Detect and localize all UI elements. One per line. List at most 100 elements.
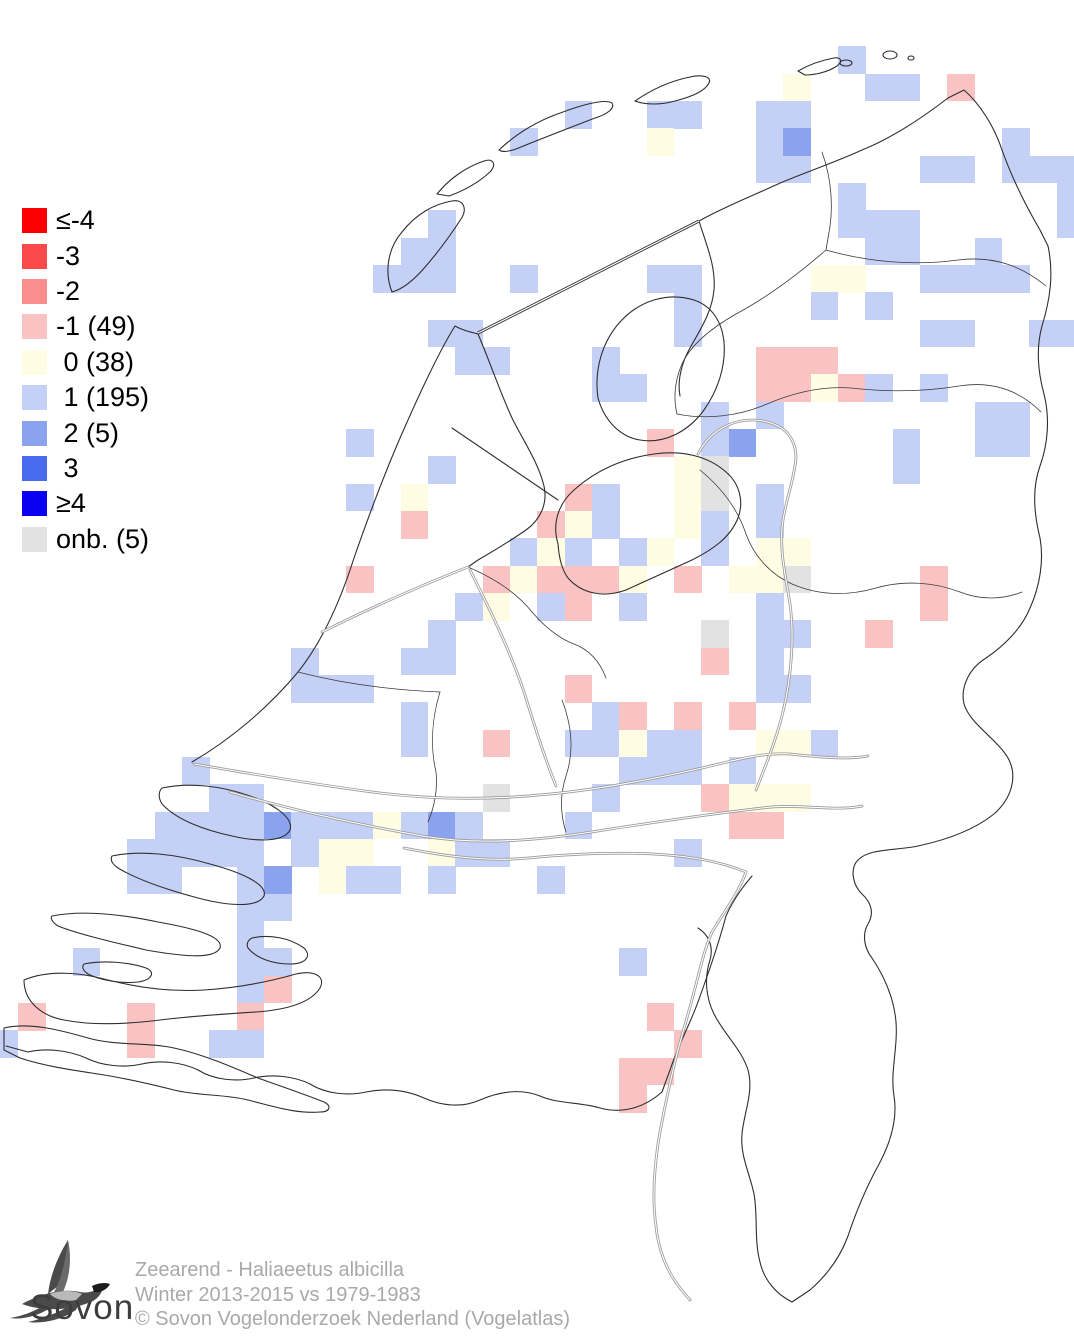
grid-cell (427, 265, 456, 293)
grid-cell (892, 456, 921, 484)
grid-cell (564, 674, 593, 703)
grid-cell (154, 838, 183, 867)
grid-cell (783, 565, 811, 594)
legend-label: 3 (56, 452, 79, 483)
grid-cell (72, 948, 101, 976)
grid-cell (865, 210, 893, 238)
legend-color-swatch (22, 314, 47, 340)
grid-cell (947, 155, 975, 184)
grid-cell (373, 811, 401, 840)
grid-cell (783, 620, 811, 648)
grid-cell (673, 729, 702, 758)
grid-cell (564, 101, 593, 129)
grid-cell (236, 975, 265, 1004)
grid-cell (646, 1057, 675, 1086)
grid-cell (236, 1030, 265, 1058)
species-title: Zeearend - Haliaeetus albicilla (135, 1259, 405, 1281)
grid-cell (1056, 155, 1074, 184)
grid-cell (591, 729, 620, 758)
grid-cell (673, 702, 702, 730)
grid-cell (373, 265, 401, 293)
grid-cell (646, 265, 675, 293)
grid-cell (482, 347, 511, 375)
grid-cell (346, 838, 374, 867)
grid-cell (619, 1084, 647, 1113)
grid-cell (837, 46, 866, 74)
grid-cell (564, 565, 593, 594)
legend-item: 1 (195) (22, 380, 149, 415)
grid-cell (264, 948, 292, 976)
grid-cell (264, 893, 292, 922)
grid-cell (919, 592, 948, 621)
grid-cell (1001, 428, 1030, 457)
legend-label: -1 (49) (56, 311, 136, 342)
grid-cell (236, 811, 265, 840)
grid-cell (509, 565, 538, 594)
grid-cell (755, 155, 784, 184)
grid-cell (728, 702, 757, 730)
grid-cell (783, 374, 811, 402)
grid-cell (236, 784, 265, 812)
grid-cell (400, 265, 429, 293)
grid-cell (482, 784, 511, 812)
grid-cell (236, 866, 265, 894)
grid-cell (783, 101, 811, 129)
grid-cell (236, 838, 265, 867)
grid-cell (1001, 128, 1030, 156)
legend-item: -1 (49) (22, 309, 149, 344)
grid-cell (810, 347, 839, 375)
grid-cell (673, 456, 702, 484)
grid-cell (673, 319, 702, 348)
grid-cell (728, 784, 757, 812)
grid-cell (892, 428, 921, 457)
grid-cell (291, 811, 319, 840)
grid-cell (564, 729, 593, 758)
legend-color-swatch (22, 278, 47, 304)
grid-cell (427, 456, 456, 484)
grid-cell (673, 565, 702, 594)
grid-cell (646, 1002, 675, 1031)
period-subtitle: Winter 2013-2015 vs 1979-1983 (135, 1283, 421, 1306)
grid-cell (318, 838, 347, 867)
grid-cell (1001, 265, 1030, 293)
grid-cell (701, 647, 729, 676)
grid-cell (755, 483, 784, 512)
grid-cell (892, 237, 921, 266)
legend-color-swatch (22, 526, 47, 552)
grid-cell (182, 756, 210, 785)
grid-cell (673, 101, 702, 129)
sovon-logo-text: Sovon (30, 1288, 135, 1327)
grid-cell (673, 838, 702, 867)
grid-cell (865, 237, 893, 266)
grid-cell (865, 73, 893, 102)
grid-cell (646, 729, 675, 758)
grid-cell (209, 838, 237, 867)
grid-cell (728, 756, 757, 785)
grid-cell (455, 347, 483, 375)
grid-cell (537, 538, 565, 566)
grid-cell (919, 565, 948, 594)
grid-cell (427, 237, 456, 266)
grid-cell (810, 374, 839, 402)
grid-cell (564, 510, 593, 539)
grid-cell (1001, 155, 1030, 184)
grid-cell (755, 101, 784, 129)
grid-cell (537, 565, 565, 594)
grid-cell (427, 210, 456, 238)
grid-cell (264, 866, 292, 894)
legend-item: ≤-4 (22, 203, 149, 238)
grid-cell (346, 483, 374, 512)
legend-color-swatch (22, 208, 47, 234)
grid-cell (1029, 319, 1057, 348)
grid-cell (755, 620, 784, 648)
grid-cell (18, 1002, 46, 1031)
grid-cell (755, 647, 784, 676)
grid-cell (427, 620, 456, 648)
grid-cell (591, 510, 620, 539)
grid-cell (400, 729, 429, 758)
grid-cell (619, 374, 647, 402)
grid-cell (755, 592, 784, 621)
grid-cell (701, 428, 729, 457)
grid-cell (346, 674, 374, 703)
